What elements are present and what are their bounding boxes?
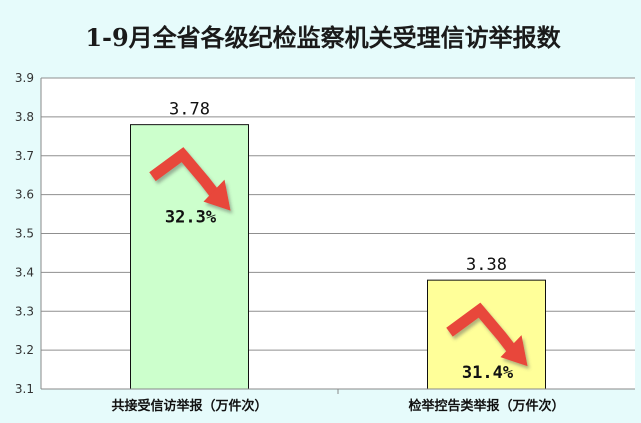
y-tick-label: 3.7 xyxy=(15,149,34,163)
y-tick-label: 3.2 xyxy=(15,343,34,357)
decline-arrows xyxy=(149,147,528,367)
x-tick-label: 共接受信访举报（万件次） xyxy=(111,398,267,414)
y-tick-label: 3.3 xyxy=(15,304,34,318)
x-tick-label: 检举控告类举报（万件次） xyxy=(408,398,564,414)
data-label: 3.38 xyxy=(466,255,507,275)
y-tick-label: 3.4 xyxy=(15,265,34,279)
y-axis: 3.1 3.2 3.3 3.4 3.5 3.6 3.7 3.8 3.9 xyxy=(15,71,34,396)
data-label: 3.78 xyxy=(169,100,210,120)
y-tick-label: 3.5 xyxy=(15,227,34,241)
decline-percent-label: 32.3% xyxy=(165,208,217,228)
y-tick-label: 3.8 xyxy=(15,110,34,124)
decline-arrow xyxy=(149,147,219,198)
bars xyxy=(130,124,546,390)
y-tick-label: 3.6 xyxy=(15,188,34,202)
bar xyxy=(427,279,546,390)
decline-arrow-head xyxy=(203,179,231,211)
y-tick-label: 3.1 xyxy=(15,382,34,396)
y-tick-label: 3.9 xyxy=(15,71,34,85)
decline-arrow xyxy=(446,302,516,353)
decline-percent-label: 31.4% xyxy=(462,363,514,383)
labels: 3.78 32.3% 共接受信访举报（万件次） 3.38 31.4% 检举控告类举报（万件… xyxy=(111,100,564,414)
chart-title: 1-9月全省各级纪检监察机关受理信访举报数 xyxy=(85,23,561,52)
decline-arrow-head xyxy=(500,335,528,367)
